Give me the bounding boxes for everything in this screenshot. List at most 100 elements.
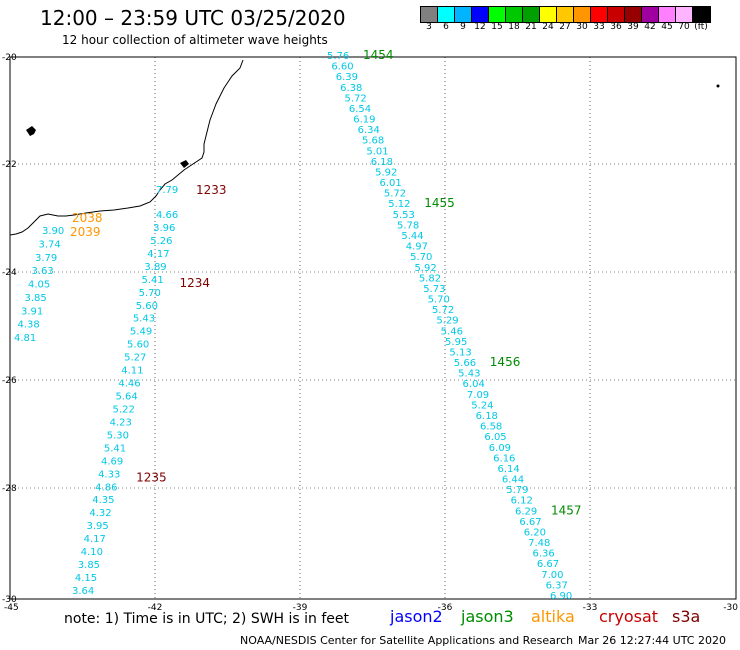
wave-height-label: 3.64 <box>72 586 94 597</box>
wave-height-label: 4.23 <box>110 417 132 428</box>
east-track: 5.766.606.396.385.726.546.196.345.685.01… <box>327 48 582 602</box>
wave-height-label: 5.49 <box>130 327 152 338</box>
wave-height-label: 5.92 <box>375 167 397 178</box>
colorbar-label: 45 <box>661 22 673 32</box>
wave-height-label: 4.97 <box>406 242 428 253</box>
wave-height-label: 6.20 <box>524 527 546 538</box>
colorbar-swatch <box>557 7 574 22</box>
wave-height-label: 5.26 <box>150 236 172 247</box>
graticule <box>10 57 736 599</box>
wave-height-label: 6.54 <box>349 104 371 115</box>
colorbar-swatch <box>506 7 523 22</box>
colorbar-swatch <box>591 7 608 22</box>
wave-height-label: 6.12 <box>511 496 533 507</box>
wave-height-label: 4.32 <box>89 508 111 519</box>
wave-height-label: 4.38 <box>18 320 40 331</box>
time-label: 1233 <box>196 183 227 197</box>
colorbar-swatch <box>421 7 438 22</box>
wave-height-label: 5.27 <box>124 353 146 364</box>
colorbar-label: 15 <box>491 22 503 32</box>
wave-height-label: 4.46 <box>118 379 140 390</box>
wave-height-label: 6.18 <box>371 157 393 168</box>
satellite-legend-item: jason2 <box>390 607 443 626</box>
colorbar-label: 9 <box>460 22 466 32</box>
wave-height-label: 5.79 <box>506 485 528 496</box>
wave-height-label: 4.81 <box>14 333 36 344</box>
time-label: 1455 <box>424 196 455 210</box>
wave-height-label: 4.05 <box>28 280 50 291</box>
colorbar-swatch <box>455 7 472 22</box>
wave-height-label: 5.73 <box>423 284 445 295</box>
wave-height-label: 5.72 <box>384 189 406 200</box>
y-tick-labels: -20 -22 -24 -26 -28 -30 <box>2 53 17 605</box>
x-tick-labels: -45 -42 -39 -36 -33 -30 <box>4 603 738 613</box>
coast-track: 3.90 3.74 3.79 3.63 4.05 3.85 3.91 4.38 4.81 2038… <box>14 211 103 344</box>
wave-height-label: 6.67 <box>537 559 559 570</box>
wave-height-label: 6.19 <box>353 115 375 126</box>
wave-height-label: 7.79 <box>156 185 178 196</box>
colorbar-swatch <box>523 7 540 22</box>
wave-height-label: 5.70 <box>410 252 432 263</box>
wave-height-label: 5.43 <box>458 369 480 380</box>
colorbar-swatch <box>659 7 676 22</box>
wave-height-label: 6.05 <box>484 432 506 443</box>
wave-height-label: 6.18 <box>476 411 498 422</box>
wave-height-label: 4.66 <box>156 210 178 221</box>
wave-height-label: 4.10 <box>81 547 103 558</box>
wave-height-label: 5.30 <box>107 430 129 441</box>
colorbar-label: 3 <box>426 22 432 32</box>
colorbar-label: 6 <box>443 22 449 32</box>
colorbar-label: 30 <box>576 22 588 32</box>
colorbar-label: 21 <box>525 22 537 32</box>
wave-height-label: 3.91 <box>21 306 43 317</box>
colorbar-label: 33 <box>593 22 605 32</box>
wave-height-label: 7.48 <box>528 538 550 549</box>
wave-height-label: 4.69 <box>101 456 123 467</box>
colorbar-label: 12 <box>474 22 486 32</box>
colorbar-labels: 3 6 9 12 15 18 21 24 27 30 33 36 39 42 45 70 (ft) <box>420 22 740 34</box>
wave-height-label: 5.01 <box>366 146 388 157</box>
wave-height-label: 5.29 <box>436 316 458 327</box>
wave-height-label: 4.35 <box>92 495 114 506</box>
wave-height-colorbar <box>420 6 711 23</box>
time-label: 1454 <box>363 48 394 62</box>
colorbar-label: 42 <box>644 22 656 32</box>
wave-height-label: 6.38 <box>340 83 362 94</box>
wave-height-label: 5.41 <box>142 275 164 286</box>
colorbar-swatch <box>489 7 506 22</box>
time-label: 2038 <box>72 211 103 225</box>
time-label: 1235 <box>136 470 167 484</box>
wave-height-label: 5.44 <box>401 231 423 242</box>
wave-height-label: 6.39 <box>336 72 358 83</box>
island-outline <box>26 126 36 136</box>
satellite-legend-item: s3a <box>672 607 701 626</box>
footnote: note: 1) Time is in UTC; 2) SWH is in fe… <box>64 611 350 627</box>
wave-height-label: 5.53 <box>393 210 415 221</box>
wave-height-label: 4.33 <box>98 469 120 480</box>
wave-height-label: 6.16 <box>493 453 515 464</box>
colorbar-swatch <box>693 7 710 22</box>
wave-height-label: 7.09 <box>467 390 489 401</box>
wave-height-label: 5.95 <box>445 337 467 348</box>
y-tick-label: -24 <box>2 268 17 278</box>
wave-height-label: 6.67 <box>519 517 541 528</box>
wave-height-label: 5.92 <box>414 263 436 274</box>
wave-height-label: 5.60 <box>127 340 149 351</box>
colorbar-swatch <box>608 7 625 22</box>
wave-height-label: 3.74 <box>39 239 61 250</box>
wave-height-label: 5.70 <box>428 295 450 306</box>
wave-height-label: 5.66 <box>454 358 476 369</box>
wave-height-label: 6.14 <box>498 464 520 475</box>
wave-height-label: 5.12 <box>388 199 410 210</box>
x-tick-label: -30 <box>723 603 738 613</box>
time-label: 2039 <box>70 225 101 239</box>
wave-height-label: 5.72 <box>432 305 454 316</box>
map-title: 12:00 – 23:59 UTC 03/25/2020 <box>40 6 346 30</box>
y-tick-label: -30 <box>2 595 17 605</box>
wave-height-label: 3.85 <box>25 293 47 304</box>
y-tick-label: -26 <box>2 376 17 386</box>
x-tick-label: -39 <box>293 603 308 613</box>
map-frame <box>9 56 737 600</box>
wave-height-label: 3.85 <box>78 560 100 571</box>
